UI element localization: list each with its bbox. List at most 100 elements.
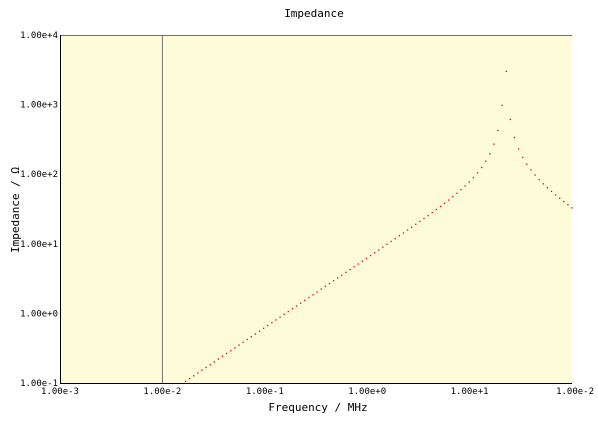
data-point — [402, 232, 405, 234]
data-point — [513, 136, 516, 139]
data-point — [267, 324, 269, 327]
data-point — [415, 223, 417, 226]
data-point — [489, 153, 491, 155]
data-point — [386, 243, 388, 245]
data-point — [304, 299, 306, 302]
data-point — [324, 285, 326, 288]
data-point — [300, 302, 302, 304]
data-point — [271, 322, 273, 324]
data-point — [353, 266, 355, 268]
data-point — [337, 277, 339, 279]
data-point — [184, 380, 187, 383]
data-point — [398, 235, 400, 237]
data-point — [365, 257, 368, 260]
data-point — [345, 271, 347, 274]
data-point — [221, 355, 224, 357]
data-point — [283, 313, 285, 315]
data-point — [357, 263, 359, 265]
x-tick-label: 1.00e-3 — [41, 387, 79, 397]
chart-title: Impedance — [284, 7, 344, 20]
data-point — [328, 282, 331, 285]
data-point — [295, 305, 298, 307]
data-point — [485, 160, 487, 162]
data-point — [225, 352, 228, 355]
data-point — [468, 181, 470, 183]
data-point — [242, 341, 244, 343]
data-point — [217, 358, 220, 360]
data-point — [369, 254, 372, 257]
data-point — [275, 319, 277, 321]
data-point — [431, 211, 433, 214]
x-tick-label: 1.00e+1 — [451, 387, 489, 397]
data-point — [246, 338, 248, 341]
data-point — [291, 308, 294, 310]
x-tick-labels: 1.00e-3 1.00e-2 1.00e-1 1.00e+0 1.00e+1 1.00e… — [41, 387, 594, 397]
data-point — [332, 280, 335, 282]
data-point — [382, 246, 384, 248]
data-point — [526, 163, 528, 165]
data-point — [374, 252, 376, 254]
data-point — [238, 344, 240, 346]
data-point — [254, 333, 257, 335]
data-point — [209, 364, 211, 366]
data-point — [394, 238, 396, 240]
data-point — [571, 207, 573, 209]
x-tick-label: 1.00e-2 — [143, 387, 181, 397]
data-point — [534, 174, 536, 176]
data-point — [456, 192, 458, 194]
data-point — [435, 208, 437, 211]
data-point — [234, 347, 236, 349]
data-point — [193, 375, 195, 377]
data-point — [427, 214, 429, 217]
data-point — [542, 183, 544, 185]
data-point — [279, 316, 281, 318]
y-tick-label: 1.00e+0 — [20, 309, 58, 319]
data-point — [205, 366, 207, 369]
data-point — [460, 189, 462, 191]
y-tick-label: 1.00e+2 — [20, 170, 58, 180]
data-point — [406, 229, 409, 231]
data-point — [530, 169, 532, 171]
data-point — [411, 226, 413, 228]
data-point — [452, 196, 454, 198]
data-point — [419, 220, 421, 223]
data-point — [201, 369, 203, 371]
data-point — [439, 205, 442, 208]
data-point — [287, 310, 289, 313]
data-point — [230, 350, 232, 352]
data-point — [262, 327, 265, 329]
data-point — [554, 194, 557, 196]
data-points-layer — [184, 70, 573, 383]
data-point — [546, 187, 549, 189]
data-point — [341, 274, 343, 276]
data-point — [505, 70, 507, 72]
data-point — [213, 361, 215, 363]
data-point — [509, 118, 512, 121]
data-point — [480, 166, 483, 169]
data-point — [476, 172, 479, 174]
data-point — [550, 190, 553, 193]
data-point — [320, 288, 322, 290]
data-point — [308, 296, 310, 299]
data-point — [390, 240, 392, 243]
data-point — [316, 291, 318, 293]
data-point — [472, 176, 475, 179]
data-point — [563, 200, 565, 203]
data-point — [349, 268, 351, 271]
x-tick-label: 1.00e-1 — [246, 387, 284, 397]
data-point — [522, 156, 524, 159]
data-point — [258, 330, 261, 332]
data-point — [378, 249, 380, 251]
data-point — [448, 199, 450, 201]
data-point — [464, 185, 466, 187]
data-point — [312, 294, 314, 296]
y-tick-label: 1.00e+1 — [20, 240, 58, 250]
x-tick-label: 1.00e-2 — [556, 387, 594, 397]
data-point — [559, 197, 561, 199]
y-tick-label: 1.00e-1 — [20, 379, 58, 389]
data-point — [443, 202, 446, 204]
data-point — [423, 217, 425, 220]
data-point — [501, 104, 503, 107]
y-tick-label: 1.00e+4 — [20, 31, 58, 41]
